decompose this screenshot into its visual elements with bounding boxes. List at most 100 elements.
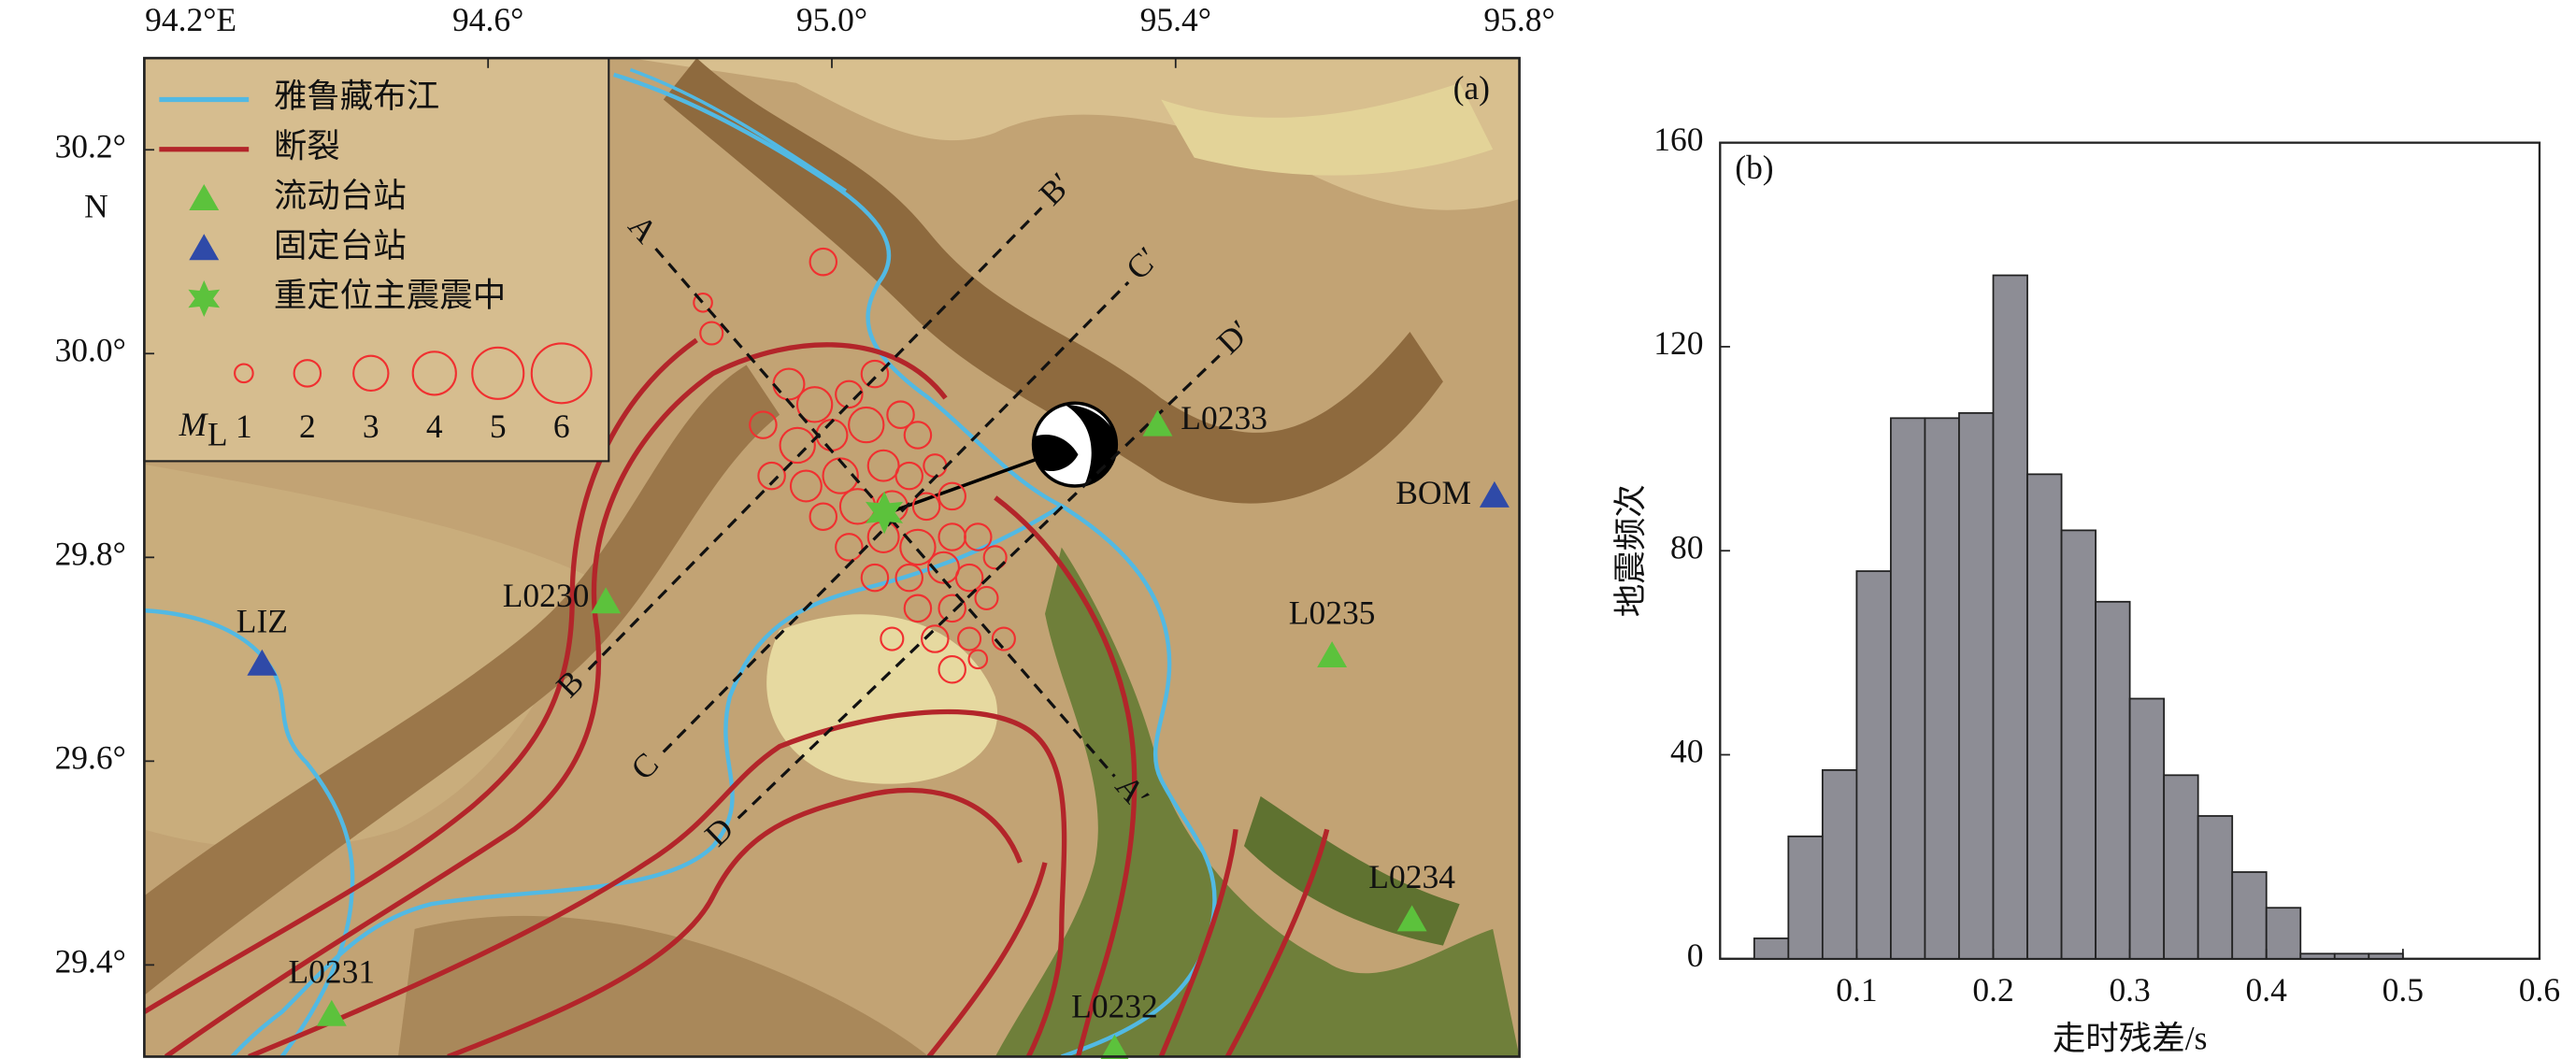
bar — [1992, 274, 2028, 960]
station — [1317, 641, 1348, 668]
y-tick-label: 30.0° — [55, 331, 126, 368]
earthquake — [749, 410, 778, 439]
earthquake — [789, 469, 823, 503]
station-label: L0233 — [1181, 399, 1267, 436]
panel-label: (b) — [1735, 149, 1773, 186]
station — [591, 587, 622, 614]
earthquake — [860, 563, 890, 593]
legend-size-label: 3 — [363, 408, 379, 445]
legend-size — [530, 342, 593, 405]
legend-size — [411, 351, 457, 396]
x-tick-label: 94.2°E — [145, 1, 236, 38]
legend-box — [143, 57, 610, 463]
legend-station — [189, 184, 220, 210]
legend-size — [293, 359, 322, 388]
bar — [1821, 768, 1858, 960]
station-label: L0230 — [503, 577, 590, 614]
bar — [1958, 411, 1995, 960]
station — [1142, 409, 1173, 436]
earthquake — [894, 461, 923, 491]
bar — [2095, 600, 2131, 960]
bar — [2299, 952, 2336, 960]
legend-label: 流动台站 — [274, 177, 407, 214]
y-tick-label: 0 — [1687, 937, 1704, 974]
legend-size-label: 1 — [236, 408, 252, 445]
earthquake — [693, 292, 713, 313]
station-label: L0232 — [1071, 987, 1158, 1024]
legend-label: 固定台站 — [274, 226, 407, 264]
earthquake — [809, 247, 838, 277]
bar — [2197, 815, 2234, 960]
earthquake — [991, 626, 1016, 651]
earthquake — [937, 481, 966, 511]
earthquake — [822, 457, 859, 494]
x-tick-label: 0.5 — [2383, 971, 2424, 1009]
legend-label: 雅鲁藏布江 — [274, 78, 439, 115]
legend-size-label: 5 — [490, 408, 507, 445]
earthquake — [937, 654, 966, 684]
earthquake — [860, 359, 890, 389]
x-tick-label: 95.0° — [796, 1, 867, 38]
magnitude-subscript: L — [208, 416, 228, 453]
earthquake — [880, 626, 905, 651]
station — [1479, 480, 1510, 508]
legend-station — [189, 234, 220, 261]
earthquake — [903, 594, 933, 623]
earthquake — [779, 426, 816, 465]
station — [316, 999, 347, 1026]
bar — [1753, 937, 1790, 960]
station — [247, 649, 278, 676]
legend-epicenter — [188, 279, 221, 317]
legend-size-label: 4 — [426, 408, 443, 445]
bar — [2333, 952, 2370, 960]
station — [1100, 1034, 1129, 1059]
legend-size — [471, 346, 525, 400]
bar — [2231, 871, 2268, 960]
x-tick-label: 0.1 — [1836, 971, 1877, 1009]
station-label: L0231 — [289, 952, 376, 990]
x-tick-label: 95.4° — [1140, 1, 1211, 38]
bar — [2128, 697, 2166, 960]
y-tick-label: 29.8° — [55, 535, 126, 572]
y-tick-label: 80 — [1670, 528, 1703, 565]
bar — [1924, 417, 1960, 960]
earthquake — [911, 492, 941, 522]
panel-label: (a) — [1453, 69, 1490, 107]
profile-line — [587, 207, 1043, 671]
earthquake — [795, 386, 834, 423]
bar — [1855, 570, 1892, 960]
legend-size-label: 6 — [553, 408, 570, 445]
earthquake — [866, 449, 900, 482]
focal-mechanism — [1031, 401, 1119, 488]
bar — [2368, 952, 2404, 960]
earthquake — [974, 585, 999, 610]
y-tick-label: 29.4° — [55, 943, 126, 980]
earthquake — [921, 624, 950, 653]
legend-label: 断裂 — [274, 127, 340, 165]
y-tick-label: 120 — [1653, 324, 1703, 362]
earthquake — [886, 400, 915, 429]
station-label: L0235 — [1289, 594, 1376, 632]
legend-size — [352, 354, 390, 393]
earthquake — [835, 379, 864, 409]
bar — [2163, 774, 2199, 960]
station-label: LIZ — [236, 602, 288, 639]
x-tick-label: 95.8° — [1483, 1, 1554, 38]
bar — [1890, 417, 1926, 960]
earthquake — [848, 406, 885, 444]
earthquake — [927, 551, 960, 584]
lat-axis-label: N — [84, 187, 108, 224]
station — [1396, 905, 1427, 932]
y-tick-label: 40 — [1670, 733, 1703, 770]
x-tick-label: 94.6° — [452, 1, 523, 38]
earthquake — [964, 522, 993, 551]
y-axis-label: 地震频次 — [1611, 484, 1649, 617]
earthquake — [937, 594, 966, 623]
earthquake — [809, 502, 838, 531]
station-label: L0234 — [1368, 858, 1455, 895]
profile-line — [662, 280, 1130, 753]
y-tick-label: 30.2° — [55, 127, 126, 165]
earthquake — [894, 563, 923, 593]
epicenter — [866, 491, 904, 535]
